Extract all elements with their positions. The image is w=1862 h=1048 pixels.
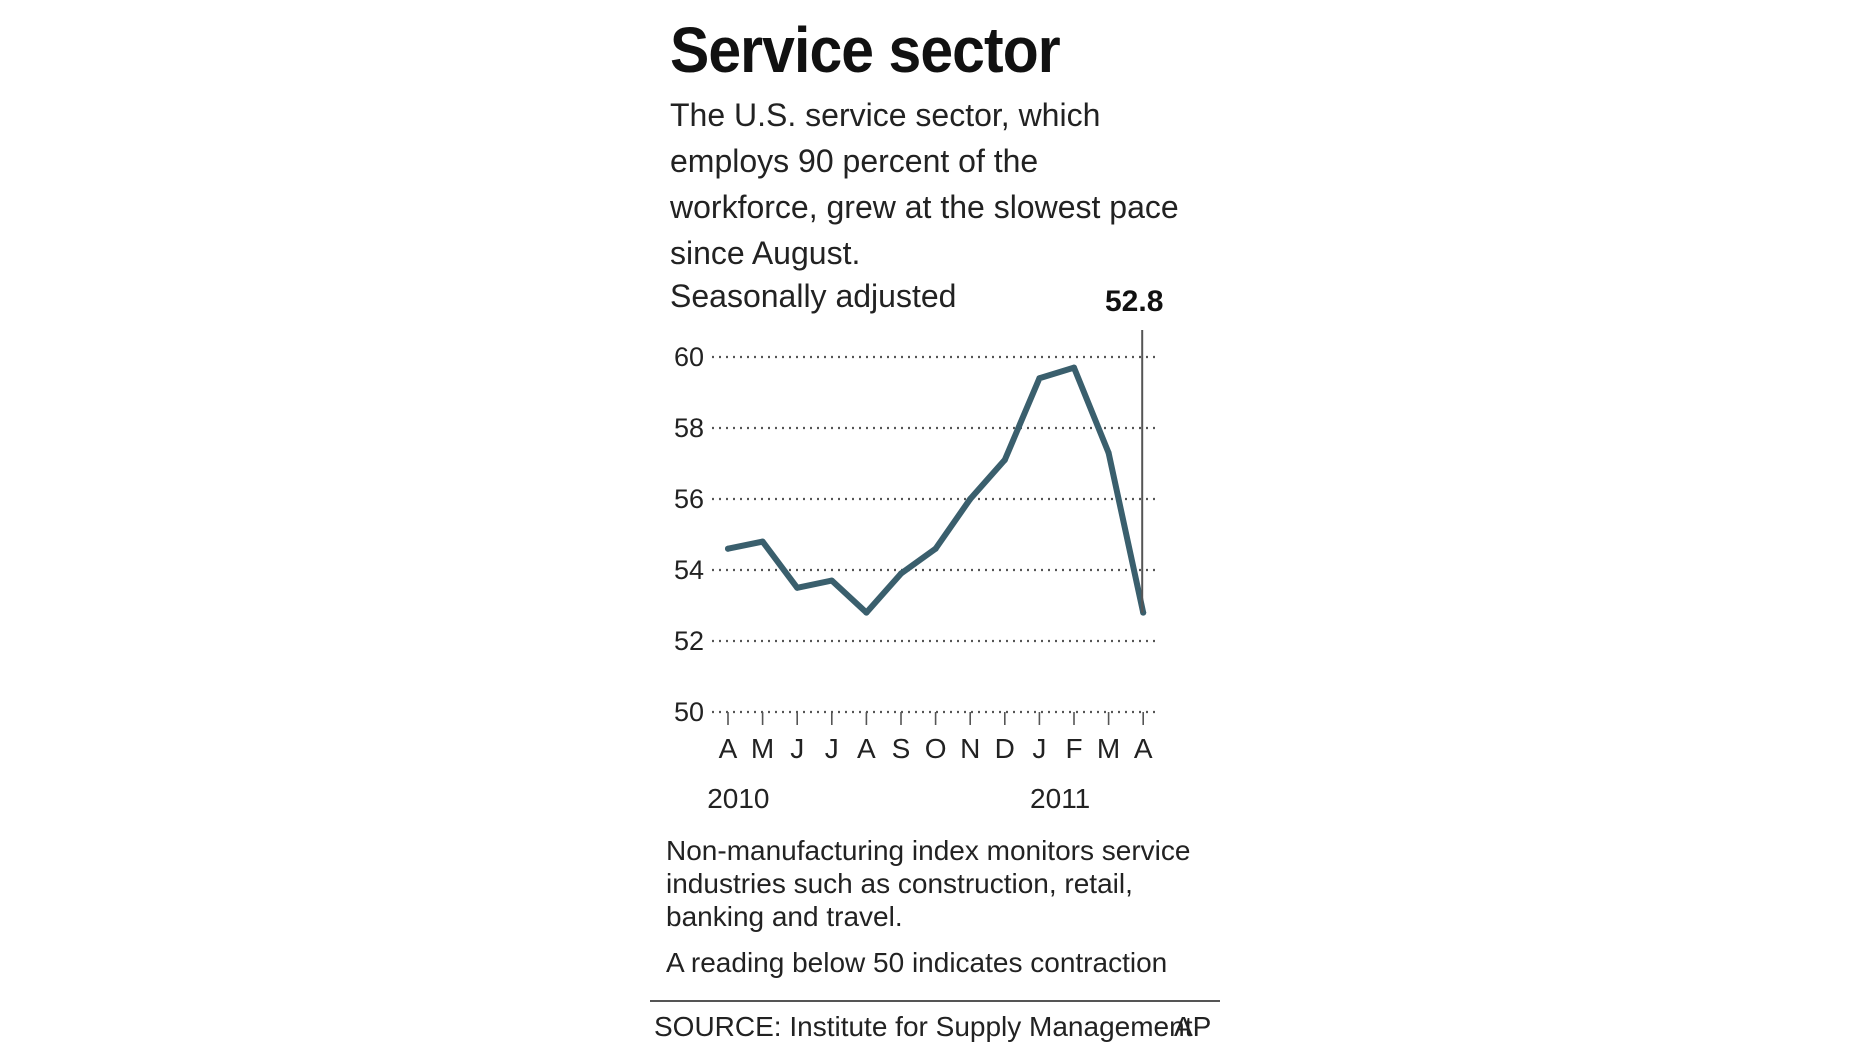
x-tick-label-0: A <box>719 733 738 764</box>
data-point-1 <box>759 538 766 545</box>
data-point-10 <box>1071 364 1077 371</box>
data-point-4 <box>863 609 870 616</box>
y-tick-label-56: 56 <box>674 484 704 514</box>
contraction-note: A reading below 50 indicates contraction <box>666 947 1168 978</box>
series-group <box>725 364 1147 616</box>
x-tick-label-4: A <box>857 733 876 764</box>
x-tick-label-5: S <box>892 733 911 764</box>
x-tick-label-7: N <box>960 733 980 764</box>
x-tick-label-11: M <box>1097 733 1120 764</box>
chart-subtitle: The U.S. service sector, which employs 9… <box>670 97 1179 271</box>
y-tick-label-60: 60 <box>674 342 704 372</box>
data-point-7 <box>967 496 974 502</box>
data-point-3 <box>828 577 835 584</box>
data-point-2 <box>794 584 801 591</box>
year-label-2011: 2011 <box>1030 783 1090 814</box>
y-tick-label-58: 58 <box>674 413 704 443</box>
x-tick-label-10: F <box>1065 733 1082 764</box>
x-tick-label-12: A <box>1134 733 1153 764</box>
data-point-5 <box>898 570 904 577</box>
data-point-6 <box>932 545 939 552</box>
x-tick-label-3: J <box>825 733 839 764</box>
y-tick-label-54: 54 <box>674 555 704 585</box>
divider <box>650 1000 1220 1002</box>
y-axis-ticks: 50 52 54 56 58 60 <box>674 342 704 727</box>
agency-credit: AP <box>1174 1011 1212 1042</box>
data-point-11 <box>1105 449 1112 456</box>
data-point-8 <box>1001 456 1008 463</box>
y-tick-label-52: 52 <box>674 626 704 656</box>
index-description: Non-manufacturing index monitors service… <box>666 835 1191 932</box>
chart-title: Service sector <box>670 14 1061 86</box>
adjustment-note: Seasonally adjusted <box>670 278 957 314</box>
callout-group: 52.8 <box>1105 285 1163 613</box>
source-credit: SOURCE: Institute for Supply Management <box>654 1011 1193 1042</box>
series-line-0 <box>725 364 1147 616</box>
x-tick-label-2: J <box>790 733 804 764</box>
callout-label: 52.8 <box>1105 285 1163 318</box>
x-tick-label-1: M <box>751 733 774 764</box>
data-point-9 <box>1036 375 1043 382</box>
x-tick-label-8: D <box>995 733 1015 764</box>
year-labels: 2010 2011 <box>707 783 1090 814</box>
x-tick-label-6: O <box>925 733 947 764</box>
y-tick-label-50: 50 <box>674 697 704 727</box>
year-label-2010: 2010 <box>707 783 769 814</box>
data-point-0 <box>725 545 731 552</box>
x-tick-label-9: J <box>1032 733 1046 764</box>
